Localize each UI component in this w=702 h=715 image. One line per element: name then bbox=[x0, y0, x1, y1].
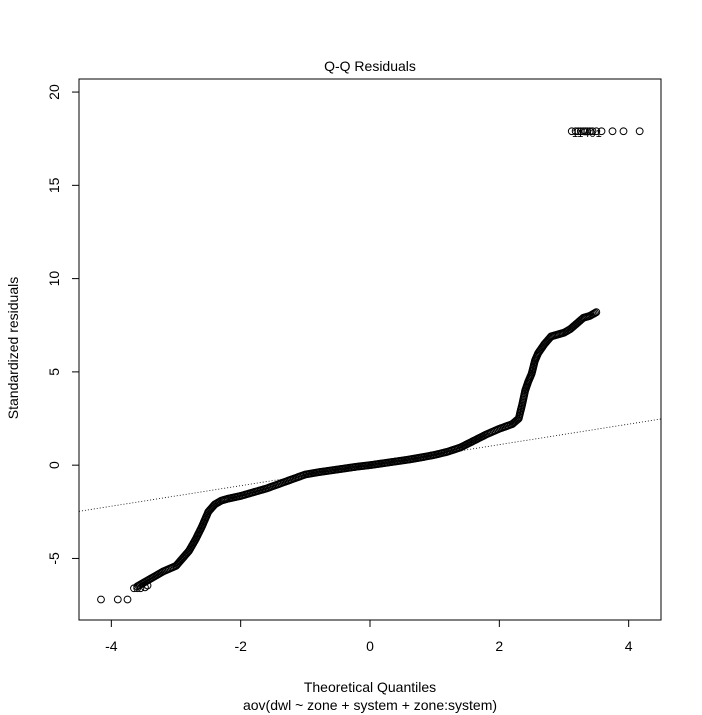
plot-frame bbox=[78, 78, 662, 621]
x-axis-label: Theoretical Quantiles bbox=[304, 679, 436, 695]
outlier-point bbox=[597, 127, 606, 136]
outlier-point bbox=[635, 127, 644, 136]
y-tick-label: 15 bbox=[46, 177, 62, 193]
x-axis: -4 -2 0 2 4 bbox=[105, 619, 633, 654]
residual-point bbox=[141, 583, 149, 592]
chart-subtitle: aov(dwl ~ zone + system + zone:system) bbox=[243, 697, 497, 713]
residual-point bbox=[97, 595, 105, 604]
outlier-point bbox=[571, 127, 580, 136]
x-tick-label: 2 bbox=[495, 638, 503, 654]
residual-point bbox=[592, 308, 601, 317]
residual-point bbox=[113, 595, 122, 604]
data-points bbox=[97, 308, 601, 604]
residual-point bbox=[143, 581, 152, 590]
y-tick-label: 0 bbox=[46, 461, 62, 469]
y-tick-label: 20 bbox=[46, 84, 62, 100]
outlier-points bbox=[567, 127, 644, 136]
residual-point bbox=[591, 309, 599, 317]
reference-line bbox=[78, 418, 662, 512]
residual-point bbox=[133, 584, 142, 593]
outlier-label: 11401 bbox=[572, 128, 602, 140]
x-tick-label: -4 bbox=[105, 638, 118, 654]
y-axis: -5 0 5 10 15 20 bbox=[46, 84, 80, 565]
residual-point bbox=[123, 595, 132, 604]
y-tick-label: 10 bbox=[46, 271, 62, 287]
outlier-point bbox=[592, 127, 601, 136]
x-tick-label: 0 bbox=[366, 638, 374, 654]
chart-title: Q-Q Residuals bbox=[324, 58, 416, 74]
outlier-point bbox=[588, 127, 597, 136]
outlier-point bbox=[608, 127, 617, 136]
outlier-point bbox=[583, 127, 592, 136]
y-tick-label: -5 bbox=[46, 552, 62, 565]
y-axis-label: Standardized residuals bbox=[5, 277, 21, 419]
outlier-point bbox=[619, 127, 628, 136]
x-tick-label: 4 bbox=[625, 638, 633, 654]
residual-point bbox=[136, 584, 145, 593]
x-tick-label: -2 bbox=[234, 638, 247, 654]
y-tick-label: 5 bbox=[46, 368, 62, 376]
